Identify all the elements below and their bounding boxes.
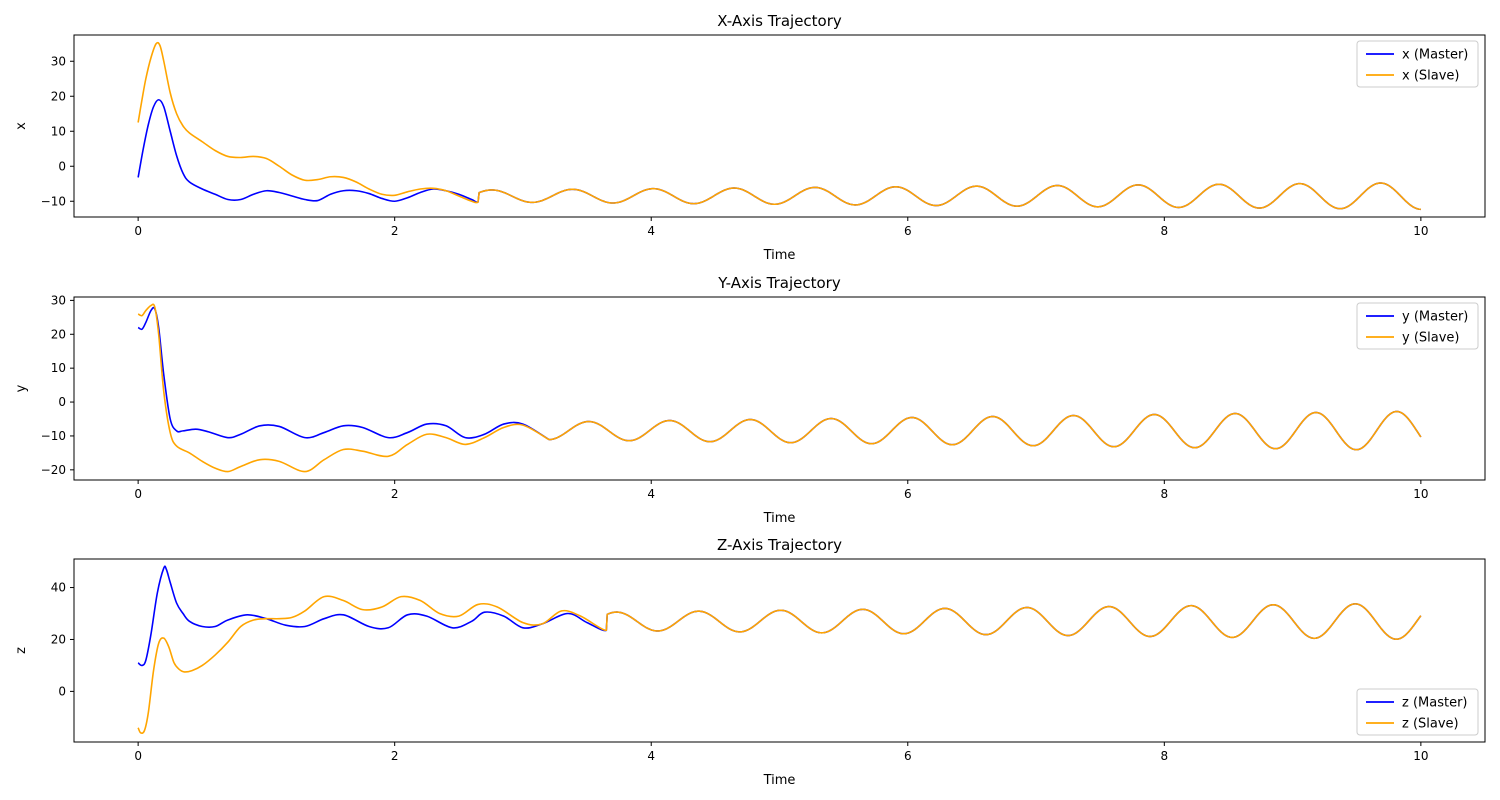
y-tick-label: 20 (51, 632, 66, 646)
x-tick-label: 2 (391, 487, 399, 501)
y-tick-label: −10 (41, 194, 66, 208)
x-tick-label: 6 (904, 487, 912, 501)
legend-entry: x (Master) (1402, 48, 1468, 63)
y-tick-label: 40 (51, 581, 66, 595)
y-tick-label: 20 (51, 89, 66, 103)
y-tick-label: 10 (51, 361, 66, 375)
series-line-slave (137, 303, 1422, 473)
y-tick-label: 20 (51, 327, 66, 341)
y-tick-label: 0 (58, 395, 66, 409)
y-tick-label: 10 (51, 124, 66, 138)
x-tick-label: 0 (134, 224, 142, 238)
y-axis-label: x (14, 122, 29, 130)
axes-frame (73, 558, 1486, 743)
x-axis-label: Time (763, 248, 796, 263)
subplot-2: Y-Axis Trajectory 0 2 4 6 8 10 −20 −10 0 10 20 30 Tim… (14, 274, 1486, 526)
legend-entry: z (Master) (1402, 696, 1468, 711)
x-tick-label: 10 (1413, 224, 1428, 238)
x-tick-label: 10 (1413, 487, 1428, 501)
y-tick-label: 30 (51, 54, 66, 68)
x-tick-label: 8 (1160, 749, 1168, 763)
series-line-slave (137, 595, 1422, 734)
legend-entry: y (Master) (1402, 310, 1468, 325)
legend-entry: z (Slave) (1402, 717, 1459, 732)
x-tick-label: 6 (904, 749, 912, 763)
series-line-master (137, 98, 1421, 211)
subplot-1: X-Axis Trajectory 0 2 4 6 8 10 −10 0 10 20 30 Time x x… (14, 12, 1486, 263)
x-tick-label: 10 (1413, 749, 1428, 763)
legend: x (Master) x (Slave) (1356, 40, 1479, 88)
series-group (137, 303, 1422, 473)
x-tick-label: 8 (1160, 224, 1168, 238)
x-axis-label: Time (763, 511, 796, 526)
y-tick-label: 0 (58, 684, 66, 698)
y-tick-label: 30 (51, 293, 66, 307)
y-tick-label: −10 (41, 429, 66, 443)
x-axis-label: Time (763, 773, 796, 788)
subplot-3: Z-Axis Trajectory 0 2 4 6 8 10 0 20 40 Time z z (Mas… (14, 536, 1486, 788)
series-line-slave (137, 41, 1421, 211)
x-tick-label: 8 (1160, 487, 1168, 501)
x-tick-label: 2 (391, 749, 399, 763)
x-tick-label: 2 (391, 224, 399, 238)
x-tick-label: 6 (904, 224, 912, 238)
x-tick-label: 4 (647, 487, 655, 501)
axes-frame (73, 296, 1486, 481)
subplot-title: Z-Axis Trajectory (717, 536, 842, 554)
series-group (137, 41, 1421, 211)
series-line-master (137, 565, 1422, 667)
subplot-title: Y-Axis Trajectory (717, 274, 841, 292)
x-tick-label: 4 (647, 224, 655, 238)
y-tick-label: 0 (58, 159, 66, 173)
x-tick-label: 4 (647, 749, 655, 763)
series-group (137, 565, 1422, 734)
series-line-master (137, 306, 1422, 451)
legend: z (Master) z (Slave) (1356, 688, 1479, 736)
y-tick-label: −20 (41, 463, 66, 477)
legend-entry: y (Slave) (1402, 331, 1460, 346)
y-axis-label: z (14, 647, 29, 654)
subplot-title: X-Axis Trajectory (717, 12, 842, 30)
x-tick-label: 0 (134, 487, 142, 501)
x-tick-label: 0 (134, 749, 142, 763)
y-axis-label: y (14, 384, 29, 392)
legend-entry: x (Slave) (1402, 69, 1460, 84)
axes-frame (73, 34, 1486, 218)
legend: y (Master) y (Slave) (1356, 302, 1479, 350)
